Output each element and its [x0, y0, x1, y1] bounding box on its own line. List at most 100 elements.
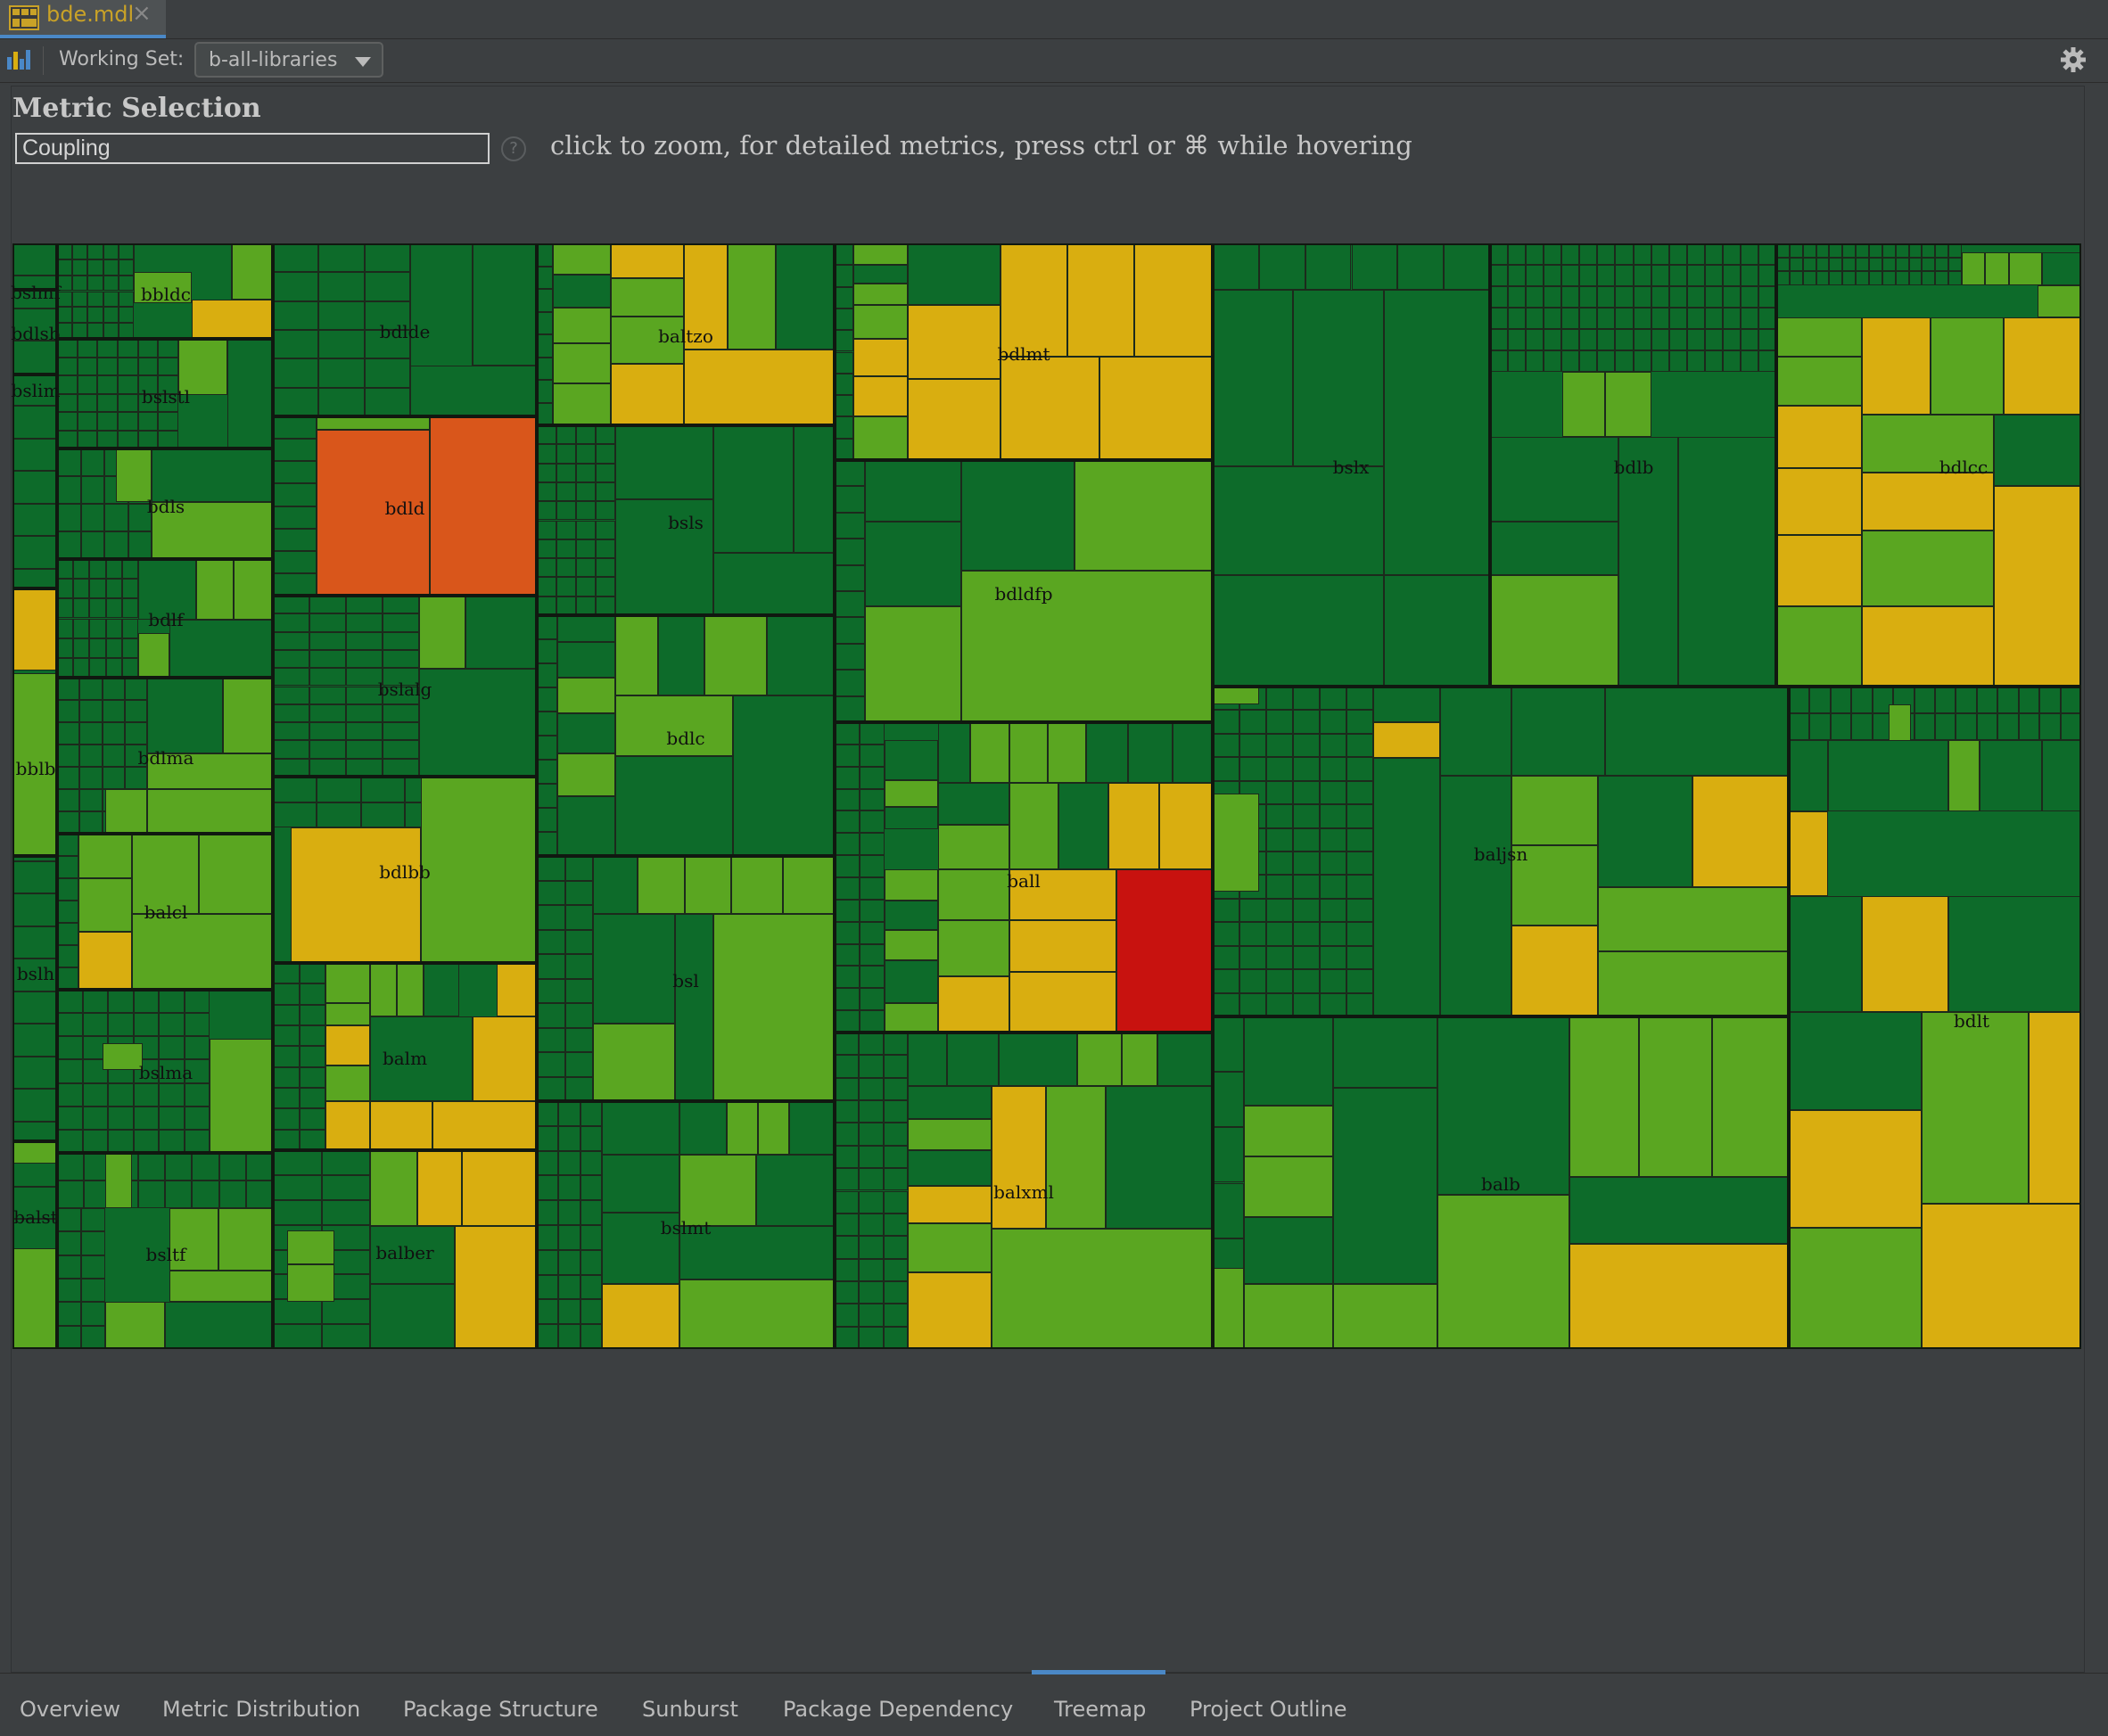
- tab-metric-distribution[interactable]: Metric Distribution: [162, 1697, 361, 1722]
- treemap-cell[interactable]: [370, 1101, 432, 1150]
- treemap-package[interactable]: [57, 559, 273, 678]
- treemap-cell[interactable]: [121, 579, 138, 599]
- treemap-cell[interactable]: [103, 259, 119, 276]
- treemap-cell[interactable]: [12, 673, 57, 856]
- treemap-cell[interactable]: [1562, 372, 1605, 437]
- treemap-cell[interactable]: [309, 722, 346, 741]
- treemap-cell[interactable]: [859, 1145, 884, 1169]
- treemap-cell[interactable]: [2039, 713, 2061, 740]
- treemap-cell[interactable]: [558, 1125, 581, 1151]
- treemap-cell[interactable]: [105, 789, 147, 834]
- treemap-cell[interactable]: [57, 878, 78, 901]
- treemap-cell[interactable]: [883, 1168, 908, 1191]
- treemap-cell[interactable]: [908, 243, 1000, 305]
- treemap-cell[interactable]: [1320, 852, 1346, 876]
- treemap-cell[interactable]: [557, 753, 615, 796]
- treemap-cell[interactable]: [370, 1150, 417, 1226]
- treemap-cell[interactable]: [79, 700, 103, 722]
- treemap-cell[interactable]: [159, 1013, 185, 1037]
- treemap-cell[interactable]: [82, 1013, 108, 1037]
- treemap-cell[interactable]: [1320, 969, 1346, 993]
- treemap-cell[interactable]: [57, 700, 80, 722]
- treemap-cell[interactable]: [455, 1226, 537, 1349]
- treemap-cell[interactable]: [1009, 920, 1116, 972]
- treemap-cell[interactable]: [2004, 317, 2081, 415]
- treemap-cell[interactable]: [537, 954, 565, 979]
- treemap-cell[interactable]: [1440, 776, 1511, 1016]
- treemap-cell[interactable]: [299, 1004, 325, 1025]
- treemap-cell[interactable]: [1293, 827, 1320, 852]
- treemap-cell[interactable]: [1789, 1228, 1922, 1349]
- treemap-cell[interactable]: [1346, 780, 1373, 805]
- treemap-cell[interactable]: [853, 265, 908, 284]
- treemap-cell[interactable]: [299, 1108, 325, 1130]
- treemap-cell[interactable]: [860, 766, 885, 789]
- treemap-cell[interactable]: [1598, 776, 1692, 887]
- treemap-cell[interactable]: [1597, 286, 1616, 308]
- treemap-cell[interactable]: [383, 686, 419, 704]
- treemap-cell[interactable]: [1266, 945, 1293, 970]
- treemap-cell[interactable]: [133, 990, 159, 1014]
- treemap-cell[interactable]: [273, 243, 319, 273]
- treemap-cell[interactable]: [1346, 710, 1373, 734]
- treemap-cell[interactable]: [1597, 265, 1616, 286]
- treemap-cell[interactable]: [835, 1280, 860, 1304]
- treemap-cell[interactable]: [615, 615, 658, 695]
- treemap-cell[interactable]: [102, 678, 125, 700]
- treemap-cell[interactable]: [325, 963, 370, 1003]
- treemap-cell[interactable]: [1508, 286, 1527, 308]
- treemap-cell[interactable]: [81, 1279, 105, 1303]
- treemap-cell[interactable]: [82, 1106, 108, 1130]
- treemap-cell[interactable]: [1776, 406, 1862, 468]
- treemap-cell[interactable]: [1862, 606, 1994, 687]
- treemap-cell[interactable]: [1931, 317, 2004, 415]
- treemap-cell[interactable]: [12, 959, 57, 991]
- treemap-cell[interactable]: [184, 990, 210, 1014]
- tab-treemap[interactable]: Treemap: [1054, 1697, 1147, 1722]
- treemap-cell[interactable]: [580, 1150, 602, 1176]
- treemap-cell[interactable]: [103, 275, 119, 292]
- treemap-cell[interactable]: [165, 1302, 273, 1349]
- treemap-cell[interactable]: [1266, 852, 1293, 876]
- treemap-cell[interactable]: [346, 613, 383, 632]
- treemap-package[interactable]: [273, 416, 537, 596]
- treemap-cell[interactable]: [1842, 257, 1857, 272]
- treemap-cell[interactable]: [1856, 257, 1869, 272]
- treemap-package[interactable]: [1490, 243, 1776, 687]
- treemap-cell[interactable]: [1244, 1156, 1333, 1217]
- treemap-cell[interactable]: [383, 613, 419, 632]
- treemap-cell[interactable]: [556, 444, 576, 464]
- treemap-cell[interactable]: [383, 649, 419, 669]
- treemap-cell[interactable]: [383, 740, 419, 759]
- treemap-cell[interactable]: [121, 638, 138, 658]
- treemap-cell[interactable]: [370, 1226, 455, 1284]
- treemap-cell[interactable]: [1740, 286, 1758, 308]
- treemap-cell[interactable]: [432, 1101, 537, 1150]
- treemap-cell[interactable]: [1908, 271, 1923, 285]
- treemap-cell[interactable]: [1948, 896, 2081, 1012]
- file-tab[interactable]: bde.mdl ×: [0, 0, 166, 38]
- treemap-cell[interactable]: [576, 539, 596, 559]
- treemap-cell[interactable]: [1266, 804, 1293, 828]
- treemap-cell[interactable]: [73, 579, 90, 599]
- treemap-cell[interactable]: [859, 1280, 884, 1304]
- treemap-cell[interactable]: [1722, 286, 1741, 308]
- treemap-cell[interactable]: [961, 460, 1075, 571]
- treemap-cell[interactable]: [580, 1175, 602, 1201]
- treemap-cell[interactable]: [557, 615, 615, 642]
- treemap-cell[interactable]: [835, 1077, 860, 1101]
- treemap-cell[interactable]: [1598, 951, 1789, 1016]
- treemap-cell[interactable]: [2042, 740, 2081, 811]
- treemap-cell[interactable]: [860, 988, 885, 1011]
- treemap-cell[interactable]: [124, 745, 147, 767]
- treemap-cell[interactable]: [309, 686, 346, 704]
- treemap-cell[interactable]: [1851, 713, 1873, 740]
- treemap-cell[interactable]: [1266, 757, 1293, 781]
- treemap-cell[interactable]: [1579, 350, 1598, 372]
- treemap-cell[interactable]: [1075, 460, 1213, 571]
- treemap-cell[interactable]: [89, 598, 106, 619]
- treemap-cell[interactable]: [1686, 265, 1705, 286]
- treemap-cell[interactable]: [885, 930, 938, 960]
- treemap-cell[interactable]: [133, 1013, 159, 1037]
- treemap-cell[interactable]: [908, 305, 1000, 379]
